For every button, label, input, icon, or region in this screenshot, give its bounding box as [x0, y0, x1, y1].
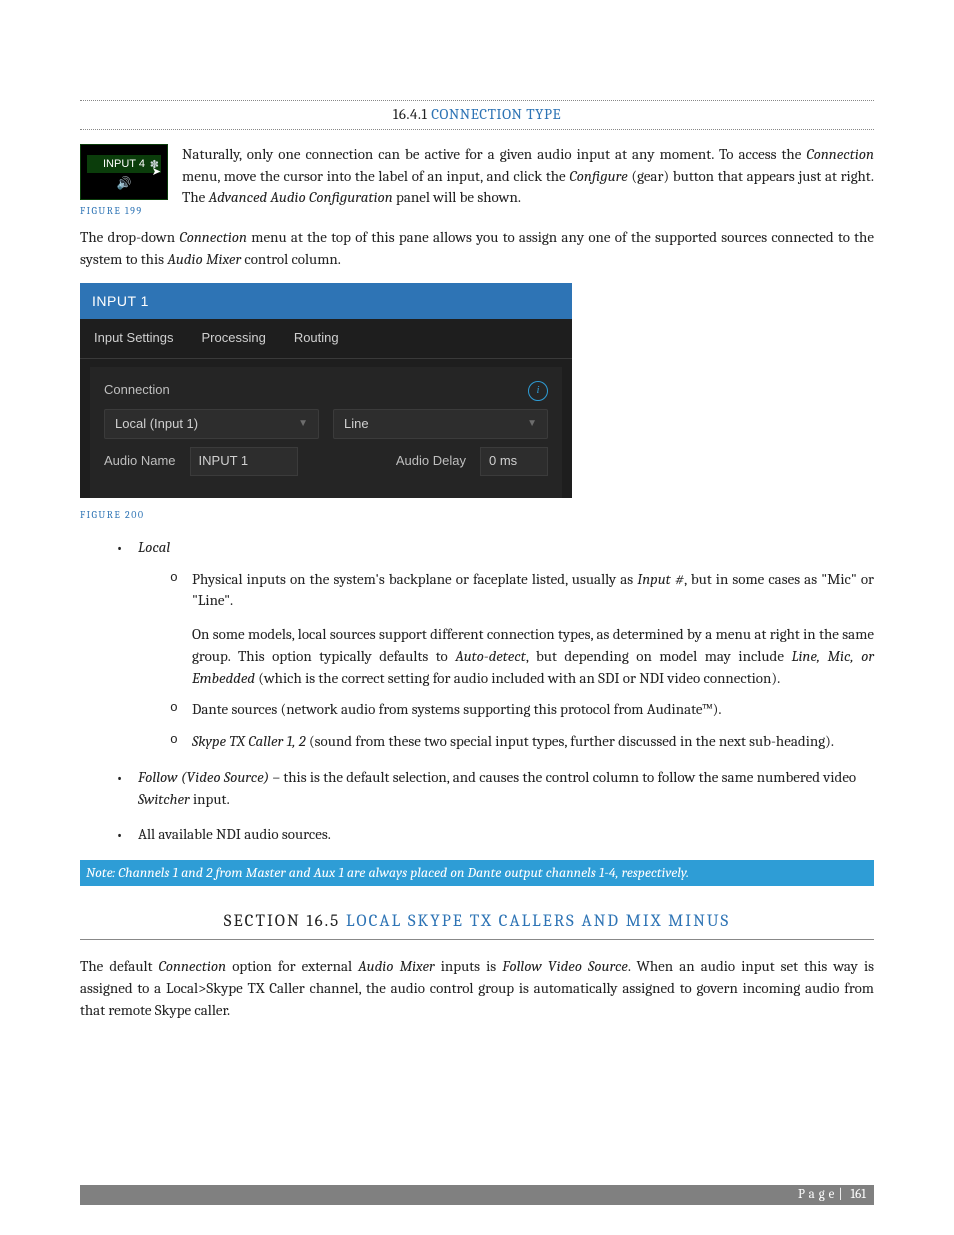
audio-delay-value[interactable]: 0 ms	[480, 447, 548, 476]
panel-tabs: Input Settings Processing Routing	[80, 319, 572, 359]
list-item-follow: Follow (Video Source) – this is the defa…	[116, 767, 874, 811]
input4-thumbnail: INPUT 4 ✽ ➤ 🔊	[80, 144, 168, 200]
sub-item-skype: Skype TX Caller 1, 2 (sound from these t…	[170, 731, 874, 753]
figure-200-caption: FIGURE 200	[80, 508, 874, 523]
list-item-ndi: All available NDI audio sources.	[116, 824, 874, 846]
note-box: Note: Channels 1 and 2 from Master and A…	[80, 860, 874, 886]
audio-delay-label: Audio Delay	[396, 452, 466, 471]
tab-processing[interactable]: Processing	[202, 329, 266, 348]
audio-name-label: Audio Name	[104, 452, 176, 471]
section-title: LOCAL SKYPE TX CALLERS AND MIX MINUS	[346, 912, 730, 931]
footer-page-number: 161	[850, 1186, 866, 1205]
type-dropdown-value: Line	[344, 415, 369, 434]
type-dropdown[interactable]: Line ▼	[333, 409, 548, 440]
section-heading: SECTION 16.5 LOCAL SKYPE TX CALLERS AND …	[80, 910, 874, 940]
chevron-down-icon: ▼	[298, 417, 308, 432]
subsection-title: CONNECTION TYPE	[431, 105, 561, 123]
tab-input-settings[interactable]: Input Settings	[94, 329, 174, 348]
footer-page-label: Page	[798, 1186, 838, 1205]
audio-name-value[interactable]: INPUT 1	[190, 447, 298, 476]
figure-199-caption: FIGURE 199	[80, 204, 168, 219]
sub-item-dante: Dante sources (network audio from system…	[170, 699, 874, 721]
subsection-heading: 16.4.1 CONNECTION TYPE	[80, 100, 874, 130]
panel-header: INPUT 1	[80, 283, 572, 319]
footer-sep: |	[838, 1186, 846, 1205]
paragraph-1: Naturally, only one connection can be ac…	[80, 144, 874, 209]
list-item-local: Local Physical inputs on the system's ba…	[116, 537, 874, 753]
section-number: SECTION 16.5	[224, 912, 346, 931]
source-dropdown-value: Local (Input 1)	[115, 415, 198, 434]
chevron-down-icon: ▼	[527, 417, 537, 432]
info-icon[interactable]: i	[528, 381, 548, 401]
sub-item-physical: Physical inputs on the system's backplan…	[170, 569, 874, 690]
tab-routing[interactable]: Routing	[294, 329, 339, 348]
source-dropdown[interactable]: Local (Input 1) ▼	[104, 409, 319, 440]
speaker-icon: 🔊	[81, 175, 167, 192]
paragraph-3: The default Connection option for extern…	[80, 956, 874, 1021]
paragraph-2: The drop-down Connection menu at the top…	[80, 227, 874, 271]
subsection-number: 16.4.1	[393, 105, 427, 123]
figure-199: INPUT 4 ✽ ➤ 🔊 FIGURE 199	[80, 144, 168, 219]
page-footer: Page | 161	[80, 1185, 874, 1205]
audio-config-panel: INPUT 1 Input Settings Processing Routin…	[80, 283, 572, 499]
connection-label: Connection	[104, 381, 170, 400]
bullet-list: Local Physical inputs on the system's ba…	[116, 537, 874, 846]
